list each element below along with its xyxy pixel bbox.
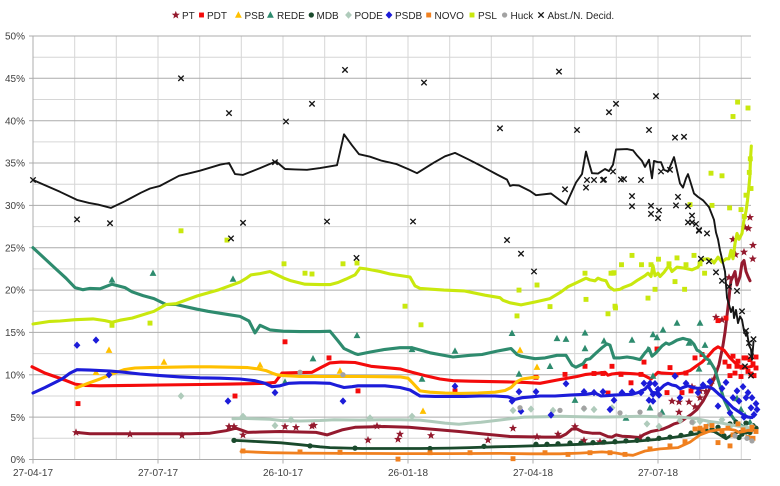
svg-text:PSL: PSL [478,11,497,22]
svg-text:0%: 0% [11,455,26,466]
svg-text:27-07-18: 27-07-18 [638,468,678,479]
svg-text:PT: PT [182,11,195,22]
svg-text:PDT: PDT [207,11,227,22]
svg-text:PSB: PSB [245,11,265,22]
svg-text:20%: 20% [5,286,25,297]
svg-text:5%: 5% [11,413,26,424]
svg-text:30%: 30% [5,201,25,212]
svg-text:Abst./N. Decid.: Abst./N. Decid. [548,11,615,22]
svg-text:REDE: REDE [277,11,305,22]
svg-text:NOVO: NOVO [435,11,465,22]
svg-text:PODE: PODE [355,11,384,22]
svg-text:27-07-17: 27-07-17 [138,468,178,479]
svg-text:26-10-17: 26-10-17 [263,468,303,479]
svg-text:45%: 45% [5,74,25,85]
svg-text:50%: 50% [5,32,25,43]
svg-text:35%: 35% [5,159,25,170]
svg-text:Huck: Huck [511,11,535,22]
svg-text:27-04-18: 27-04-18 [513,468,553,479]
svg-text:15%: 15% [5,328,25,339]
svg-text:MDB: MDB [317,11,340,22]
svg-text:25%: 25% [5,243,25,254]
svg-text:40%: 40% [5,116,25,127]
svg-text:27-04-17: 27-04-17 [13,468,53,479]
svg-text:10%: 10% [5,370,25,381]
svg-text:PSDB: PSDB [395,11,423,22]
svg-text:26-01-18: 26-01-18 [388,468,428,479]
